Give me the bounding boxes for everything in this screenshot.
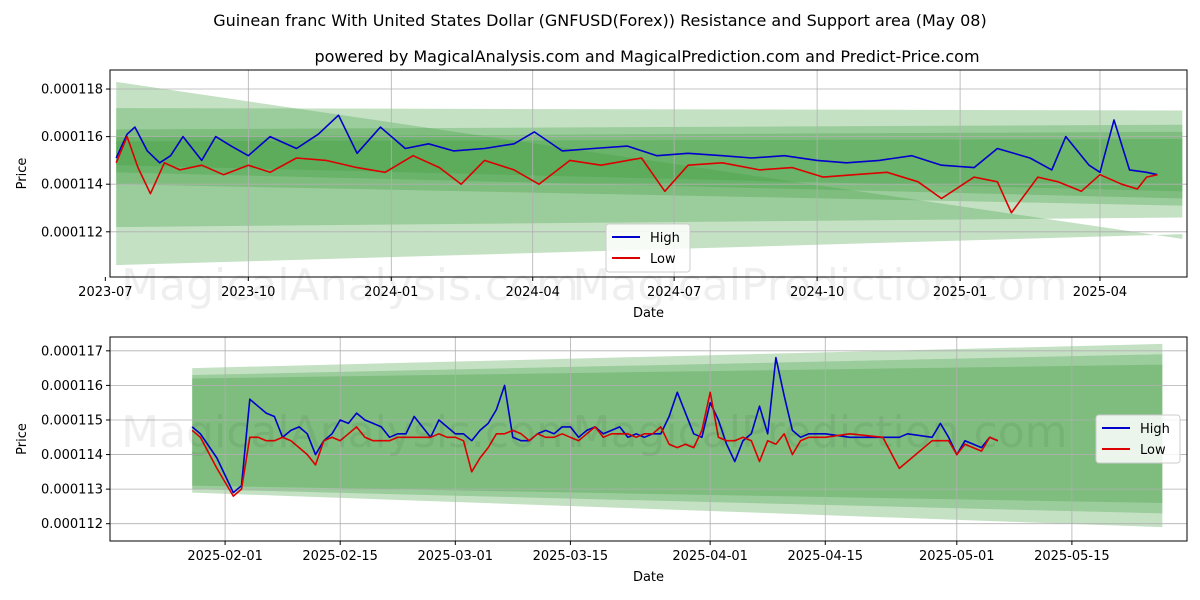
series-line-low (191, 391, 999, 497)
series-line-high (115, 114, 1158, 176)
plot-area (110, 70, 1187, 277)
legend-label-high: High (650, 231, 680, 246)
support-resistance-band-1 (116, 108, 1183, 228)
y-tick-label: 0.000116 (41, 379, 103, 394)
legend-label-high: High (1140, 422, 1170, 437)
y-axis-label: Price (15, 423, 30, 455)
chart-title: Guinean franc With United States Dollar … (213, 11, 986, 30)
watermark-text: MagicalAnalysis.com (121, 260, 579, 311)
y-tick-label: 0.000112 (41, 517, 103, 532)
y-axis-label: Price (15, 158, 30, 190)
x-tick-label: 2024-01 (364, 285, 418, 300)
bottom-panel: MagicalAnalysis.comMagicalPrediction.com… (15, 336, 1188, 585)
y-tick-label: 0.000115 (41, 413, 103, 428)
x-tick-label: 2025-04-01 (672, 549, 748, 564)
x-tick-label: 2025-02-01 (187, 549, 263, 564)
support-resistance-band-4 (116, 139, 1183, 192)
x-axis-label: Date (633, 570, 664, 585)
x-tick-label: 2023-07 (78, 285, 132, 300)
x-axis-label: Date (633, 306, 664, 321)
chart-subtitle: powered by MagicalAnalysis.com and Magic… (314, 47, 979, 66)
x-tick-label: 2024-10 (790, 285, 844, 300)
legend-label-low: Low (1140, 443, 1166, 458)
support-resistance-band-0 (192, 343, 1163, 528)
x-tick-label: 2025-04 (1073, 285, 1127, 300)
x-tick-label: 2025-04-15 (787, 549, 863, 564)
support-resistance-band-2 (116, 124, 1183, 206)
y-tick-label: 0.000117 (41, 344, 103, 359)
plot-area (110, 337, 1187, 541)
series-line-low (115, 135, 1158, 214)
y-tick-label: 0.000118 (41, 83, 103, 98)
x-tick-label: 2024-04 (506, 285, 560, 300)
legend-label-low: Low (650, 252, 676, 267)
x-tick-label: 2025-02-15 (302, 549, 378, 564)
x-tick-label: 2025-05-15 (1034, 549, 1110, 564)
axes-frame (109, 336, 1188, 542)
x-tick-label: 2025-03-01 (418, 549, 494, 564)
x-tick-label: 2025-01 (933, 285, 987, 300)
watermark-text: MagicalAnalysis.com (121, 407, 579, 458)
y-tick-label: 0.000113 (41, 483, 103, 498)
y-tick-label: 0.000116 (41, 130, 103, 145)
y-tick-label: 0.000114 (41, 178, 103, 193)
legend: High Low (1095, 414, 1181, 464)
legend: High Low (605, 223, 691, 273)
x-tick-label: 2025-05-01 (919, 549, 995, 564)
x-tick-label: 2024-07 (647, 285, 701, 300)
support-resistance-band-2 (192, 364, 1163, 503)
support-resistance-band-0 (116, 81, 1183, 266)
x-tick-label: 2025-03-15 (533, 549, 609, 564)
series-line-high (191, 356, 999, 494)
x-tick-label: 2023-10 (221, 285, 275, 300)
axes-frame (109, 69, 1188, 278)
support-resistance-band-1 (192, 354, 1163, 514)
top-panel: MagicalAnalysis.comMagicalPrediction.com… (15, 69, 1188, 321)
y-tick-label: 0.000114 (41, 448, 103, 463)
watermark-text: MagicalPrediction.com (573, 407, 1068, 458)
y-tick-label: 0.000112 (41, 225, 103, 240)
